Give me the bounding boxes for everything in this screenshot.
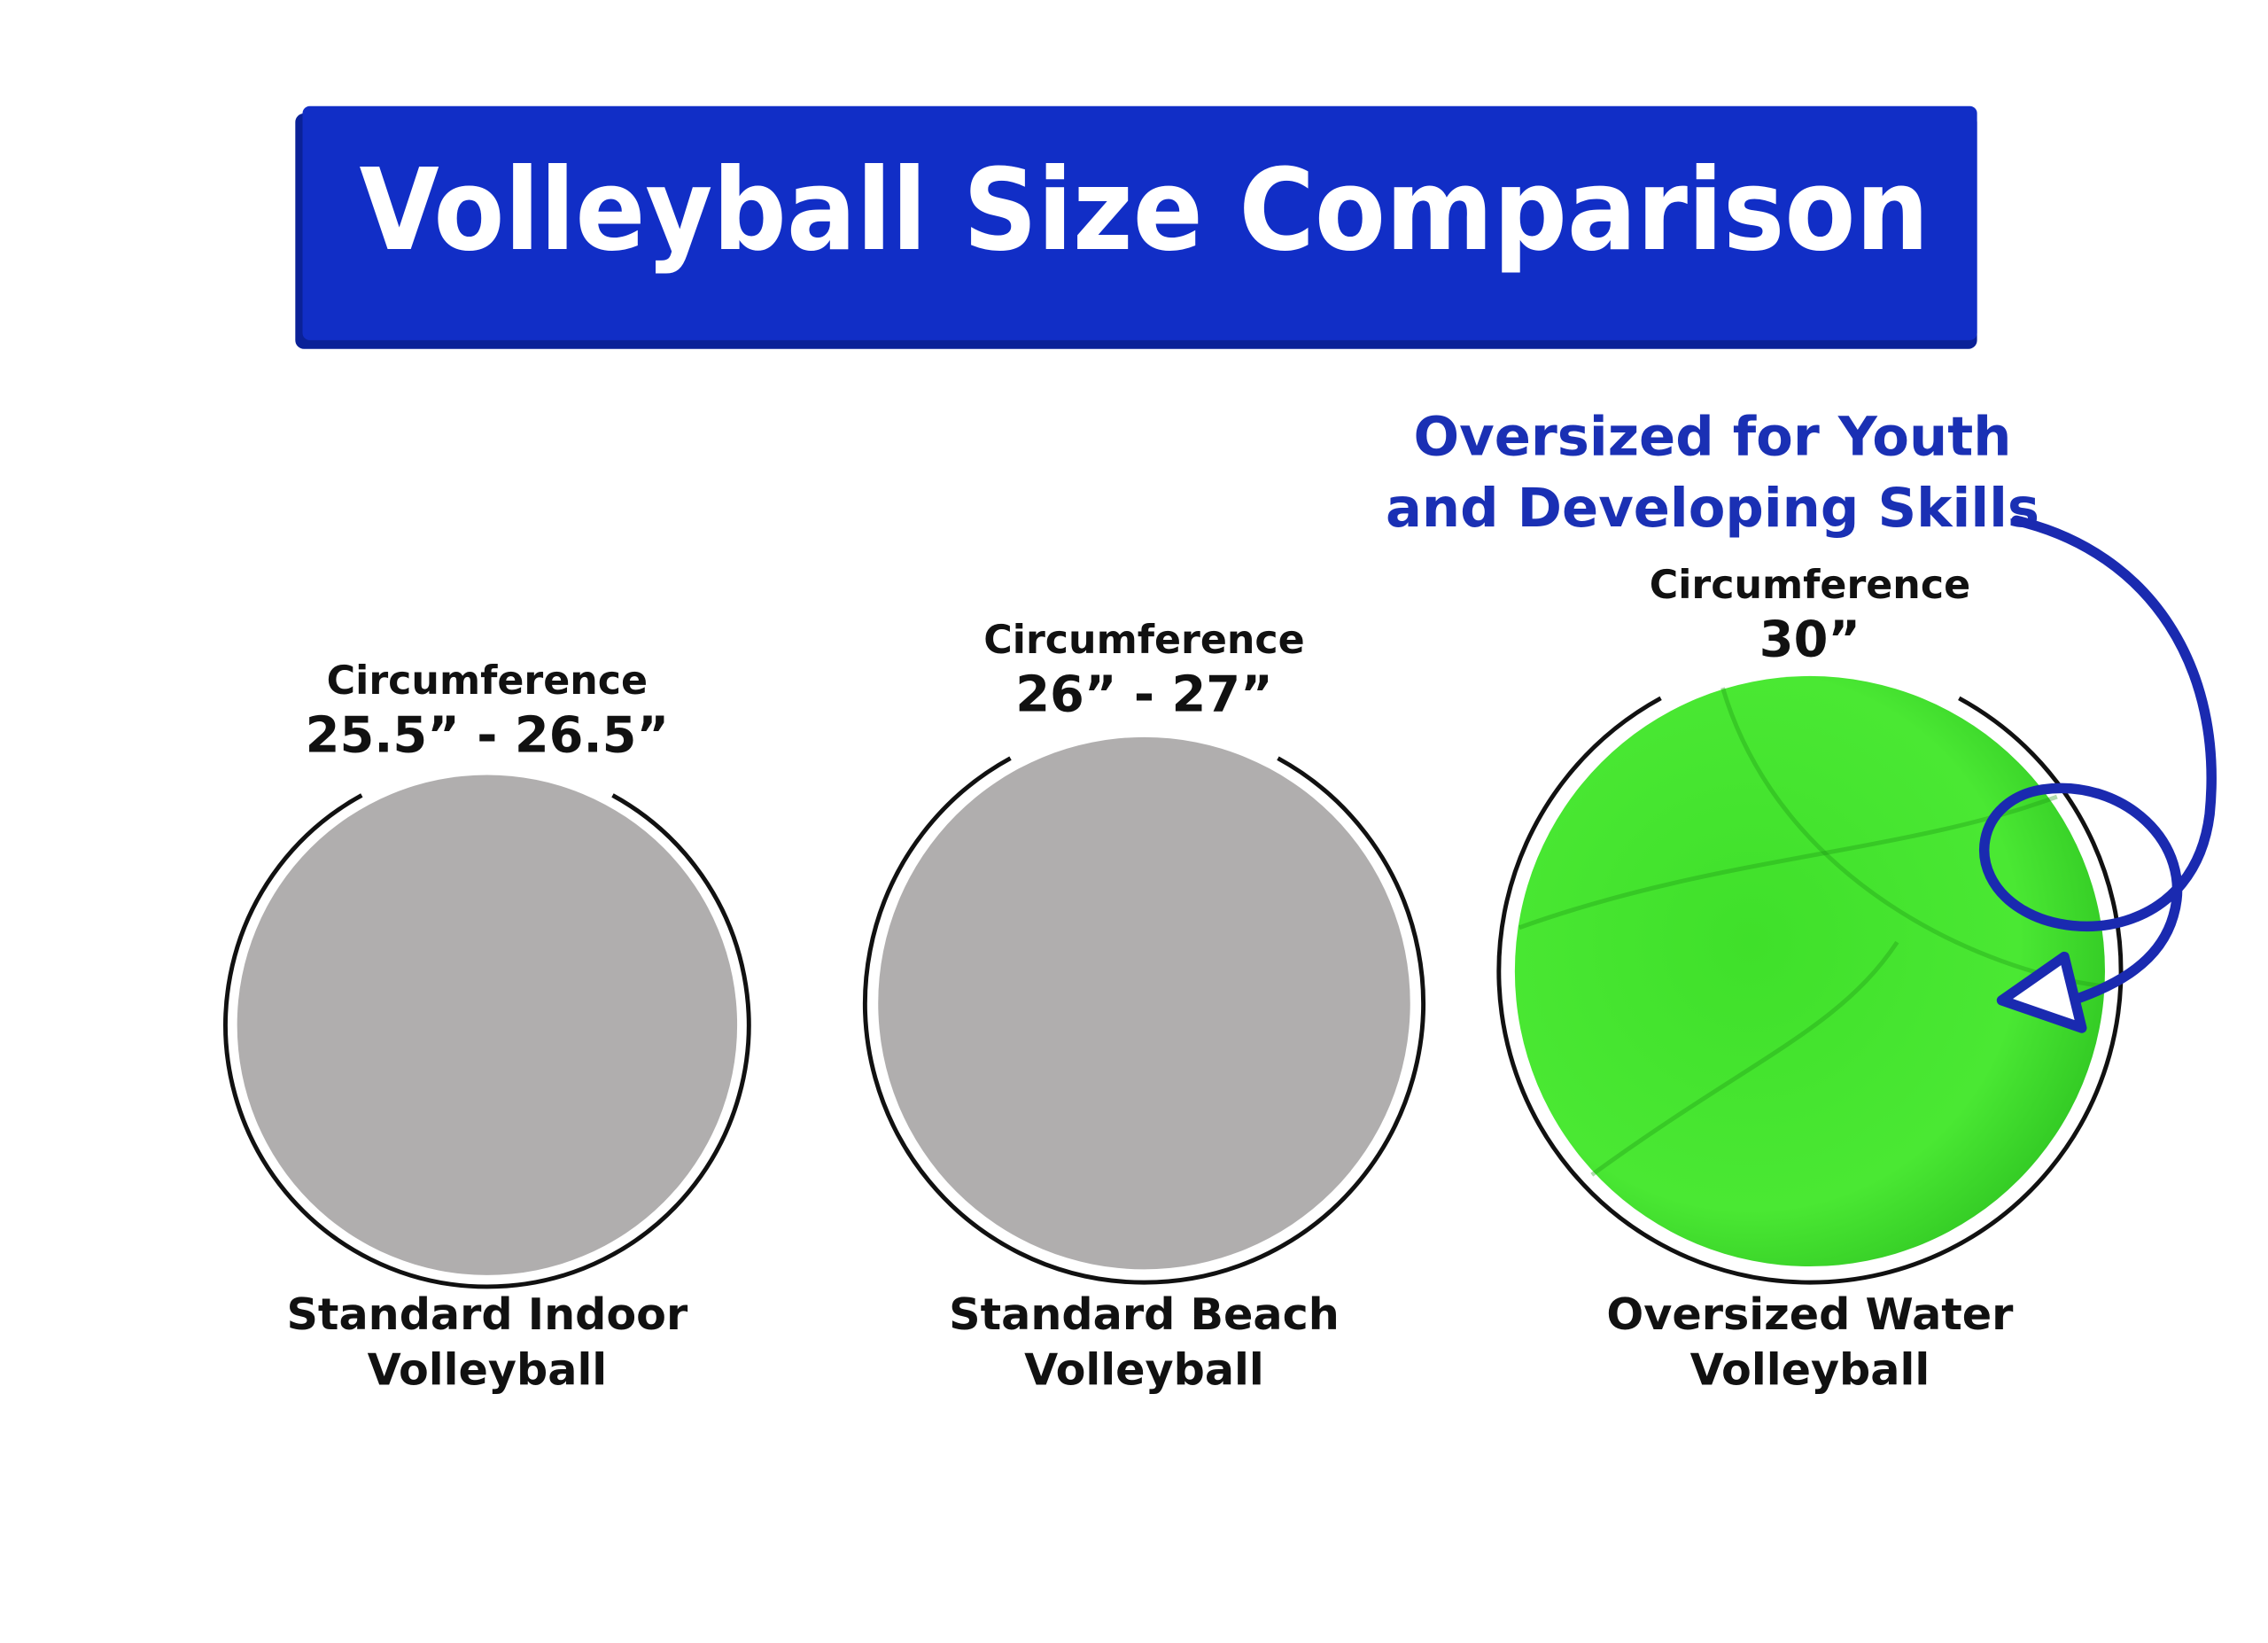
measure-label: Circumference	[327, 658, 648, 704]
callout-arrow	[1979, 515, 2217, 1008]
measure-label: Circumference	[1650, 563, 1970, 608]
measure-value: 26” - 27”	[1015, 666, 1272, 724]
ball-outline	[863, 756, 1425, 1285]
ball	[1514, 675, 2105, 1267]
ball-name: Standard Indoor	[286, 1289, 688, 1340]
ball	[237, 775, 738, 1275]
ball-name: Volleyball	[1690, 1343, 1930, 1395]
ball-seam	[1590, 940, 1899, 1177]
ball-name: Volleyball	[368, 1343, 608, 1395]
title: Volleyball Size Comparison	[360, 144, 1930, 276]
title-banner	[302, 105, 1977, 340]
ball-outline	[223, 793, 751, 1289]
ball	[878, 736, 1410, 1270]
ball-name: Oversized Water	[1606, 1289, 2014, 1340]
arrow-head	[1996, 951, 2087, 1033]
callout-text: Oversized for Youth	[1414, 407, 2012, 469]
callout-text: and Developing Skills	[1386, 478, 2039, 540]
ball-name: Volleyball	[1024, 1343, 1264, 1395]
ball-name: Standard Beach	[949, 1289, 1340, 1340]
measure-label: Circumference	[983, 618, 1304, 663]
measure-value: 30”	[1759, 611, 1860, 668]
ball-outline	[1496, 696, 2124, 1285]
measure-value: 25.5” - 26.5”	[306, 707, 669, 765]
